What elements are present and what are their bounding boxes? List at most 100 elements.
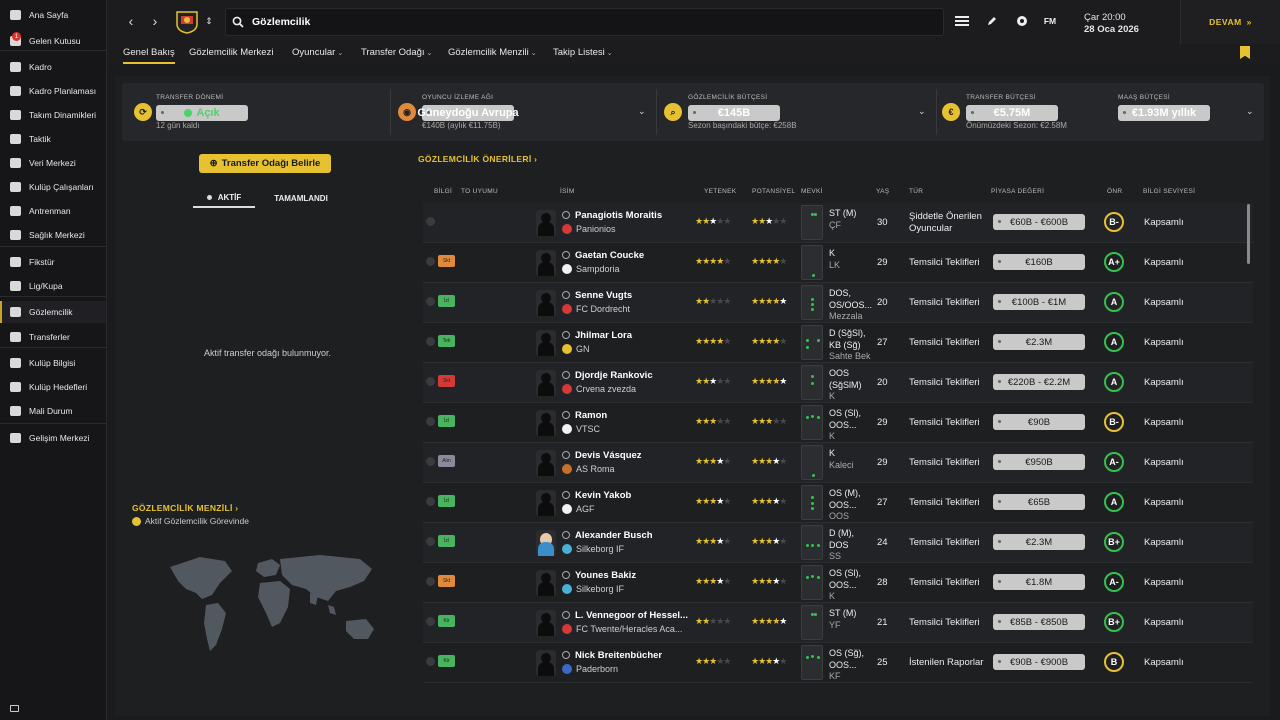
row-info-icon[interactable] — [426, 297, 435, 306]
scouting-range-link[interactable]: GÖZLEMCİLİK MENZİLİ › — [132, 503, 239, 513]
player-club[interactable]: FC Twente/Heracles Aca... — [562, 624, 682, 634]
scout-tag[interactable]: İzl — [438, 295, 455, 307]
table-row[interactable]: Tek Jhilmar Lora GN ★★★★★ ★★★★★ D (SğSl), KB (… — [423, 323, 1253, 363]
forward-button[interactable]: › — [152, 13, 158, 29]
scout-tag[interactable]: Kir — [438, 615, 455, 627]
sidebar-item-gozlemcilik[interactable]: Gözlemcilik — [0, 301, 106, 323]
sidebar-item-kadro-planlamasi[interactable]: Kadro Planlaması — [0, 80, 106, 102]
row-info-icon[interactable] — [426, 257, 435, 266]
sidebar-item-kulup-hedefleri[interactable]: Kulüp Hedefleri — [0, 376, 106, 398]
continue-button[interactable]: DEVAM » — [1180, 0, 1280, 44]
scout-tag[interactable]: Tek — [438, 335, 455, 347]
fm-button[interactable]: FM — [1043, 16, 1057, 26]
player-name[interactable]: Younes Bakiz — [575, 570, 637, 581]
player-club[interactable]: Crvena zvezda — [562, 384, 636, 394]
tab-genel-bakış[interactable]: Genel Bakış — [123, 47, 175, 64]
player-club[interactable]: VTSC — [562, 424, 600, 434]
scout-tag[interactable]: Skt — [438, 575, 455, 587]
header-age[interactable]: YAŞ — [876, 188, 890, 195]
sidebar-item-ana-sayfa[interactable]: Ana Sayfa — [0, 4, 106, 26]
player-club[interactable]: AGF — [562, 504, 595, 514]
table-row[interactable]: Skt Younes Bakiz Silkeborg IF ★★★★★ ★★★★★ OS … — [423, 563, 1253, 603]
player-name[interactable]: L. Vennegoor of Hessel... — [575, 610, 688, 621]
table-row[interactable]: Skt Gaetan Coucke Sampdoria ★★★★★ ★★★★★ K LK 29… — [423, 243, 1253, 283]
row-info-icon[interactable] — [426, 497, 435, 506]
player-name[interactable]: Kevin Yakob — [575, 490, 632, 501]
collapse-sidebar-icon[interactable] — [10, 705, 19, 712]
tab-active[interactable]: AKTİF — [193, 188, 255, 208]
scout-tag[interactable]: Skt — [438, 255, 455, 267]
scout-tag[interactable]: Kir — [438, 655, 455, 667]
sidebar-item-kadro[interactable]: Kadro — [0, 56, 106, 78]
football-icon[interactable] — [1013, 12, 1031, 30]
table-row[interactable]: İzl Senne Vugts FC Dordrecht ★★★★★ ★★★★★ DOS,… — [423, 283, 1253, 323]
player-club[interactable]: FC Dordrecht — [562, 304, 630, 314]
sidebar-item-gelen-kutusu[interactable]: 1 Gelen Kutusu — [0, 30, 106, 52]
row-info-icon[interactable] — [426, 657, 435, 666]
scout-tag[interactable]: Alın — [438, 455, 455, 467]
player-club[interactable]: AS Roma — [562, 464, 615, 474]
player-name[interactable]: Jhilmar Lora — [575, 330, 633, 341]
row-info-icon[interactable] — [426, 217, 435, 226]
table-row[interactable]: İzl Kevin Yakob AGF ★★★★★ ★★★★★ OS (M), OOS...… — [423, 483, 1253, 523]
header-to-fit[interactable]: TO UYUMU — [461, 188, 498, 195]
header-knowledge[interactable]: BİLGİ SEVİYESİ — [1143, 188, 1196, 195]
sidebar-item-taktik[interactable]: Taktik — [0, 128, 106, 150]
header-ability[interactable]: YETENEK — [704, 188, 737, 195]
tab-transfer-odağı[interactable]: Transfer Odağı ⌄ — [361, 47, 432, 58]
player-club[interactable]: Sampdoria — [562, 264, 620, 274]
scout-tag[interactable]: İzl — [438, 535, 455, 547]
player-name[interactable]: Devis Vásquez — [575, 450, 642, 461]
sidebar-item-kulup-calisanlari[interactable]: Kulüp Çalışanları — [0, 176, 106, 198]
scout-tag[interactable]: İzl — [438, 415, 455, 427]
tab-gözlemcilik-menzili[interactable]: Gözlemcilik Menzili ⌄ — [448, 47, 537, 58]
player-club[interactable]: Panionios — [562, 224, 616, 234]
player-name[interactable]: Senne Vugts — [575, 290, 633, 301]
sidebar-item-veri-merkezi[interactable]: Veri Merkezi — [0, 152, 106, 174]
back-button[interactable]: ‹ — [128, 13, 134, 29]
chevron-down-icon[interactable]: ⌄ — [918, 106, 926, 116]
header-type[interactable]: TÜR — [909, 188, 924, 195]
player-club[interactable]: Silkeborg IF — [562, 584, 624, 594]
player-name[interactable]: Gaetan Coucke — [575, 250, 645, 261]
search-bar[interactable]: Gözlemcilik — [225, 8, 944, 36]
scouting-budget-card[interactable]: ⌕ GÖZLEMCİLİK BÜTÇESİ €145B Sezon başınd… — [656, 83, 936, 141]
row-info-icon[interactable] — [426, 337, 435, 346]
row-info-icon[interactable] — [426, 537, 435, 546]
sidebar-item-lig-kupa[interactable]: Lig/Kupa — [0, 275, 106, 297]
scouting-recommendations-link[interactable]: GÖZLEMCİLİK ÖNERİLERİ › — [418, 154, 538, 164]
tab-completed[interactable]: TAMAMLANDI — [274, 193, 328, 203]
scout-tag[interactable]: İzl — [438, 495, 455, 507]
player-name[interactable]: Ramon — [575, 410, 608, 421]
sidebar-item-fikstur[interactable]: Fikstür — [0, 251, 106, 273]
club-crest-icon[interactable] — [176, 10, 198, 34]
scout-tag[interactable]: Skt — [438, 375, 455, 387]
header-info[interactable]: BİLGİ — [434, 188, 453, 195]
player-club[interactable]: Paderborn — [562, 664, 618, 674]
chevron-down-icon[interactable]: ⌄ — [1246, 106, 1254, 116]
table-row[interactable]: İzl Alexander Busch Silkeborg IF ★★★★★ ★★★★★… — [423, 523, 1253, 563]
row-info-icon[interactable] — [426, 617, 435, 626]
header-market-value[interactable]: PİYASA DEĞERİ — [991, 188, 1045, 195]
bookmark-icon[interactable] — [1240, 46, 1250, 59]
header-recommendation[interactable]: ÖNR — [1107, 188, 1123, 195]
player-name[interactable]: Panagiotis Moraitis — [575, 210, 663, 221]
row-info-icon[interactable] — [426, 417, 435, 426]
row-info-icon[interactable] — [426, 377, 435, 386]
menu-icon[interactable] — [953, 12, 971, 30]
chevron-down-icon[interactable]: ⌄ — [638, 106, 646, 116]
tab-gözlemcilik-merkezi[interactable]: Gözlemcilik Merkezi — [189, 47, 273, 58]
row-info-icon[interactable] — [426, 577, 435, 586]
sidebar-item-gelisim-merkezi[interactable]: Gelişim Merkezi — [0, 427, 106, 449]
header-name[interactable]: İSİM — [560, 188, 575, 195]
edit-icon[interactable] — [983, 12, 1001, 30]
wage-budget-card[interactable]: MAAŞ BÜTÇESİ €1.93M yıllık ⌄ — [1116, 83, 1264, 141]
table-row[interactable]: Kir Nick Breitenbücher Paderborn ★★★★★ ★★★★★… — [423, 643, 1253, 683]
player-club[interactable]: GN — [562, 344, 590, 354]
table-row[interactable]: İzl Ramon VTSC ★★★★★ ★★★★★ OS (Sl), OOS... K 29 T… — [423, 403, 1253, 443]
header-position[interactable]: MEVKİ — [801, 188, 823, 195]
set-transfer-focus-button[interactable]: ⊕ Transfer Odağı Belirle — [199, 154, 331, 173]
player-name[interactable]: Alexander Busch — [575, 530, 653, 541]
table-row[interactable]: Panagiotis Moraitis Panionios ★★★★★ ★★★★★ ST… — [423, 203, 1253, 243]
player-name[interactable]: Nick Breitenbücher — [575, 650, 663, 661]
